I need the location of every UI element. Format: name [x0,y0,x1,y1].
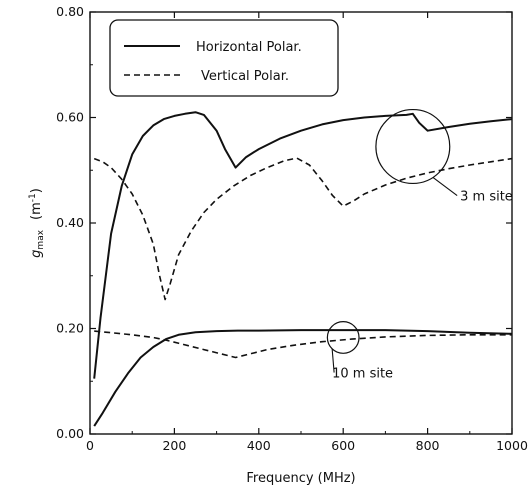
annotation-leader-10-m-site [331,348,335,373]
x-axis-ticks: 0 200 400 600 800 1000 [86,12,528,453]
x-axis-title: Frequency (MHz) [246,471,355,486]
y-axis-ticks: 0.00 0.20 0.40 0.60 0.80 [56,4,512,441]
series-layer [93,111,513,427]
x-tick-label: 400 [247,438,271,453]
x-tick-label: 600 [331,438,355,453]
y-axis-title-unit: (m [29,202,44,220]
x-tick-label: 800 [416,438,440,453]
y-tick-label: 0.60 [56,110,84,125]
annotation-label-10-m-site: 10 m site [332,367,393,382]
annotation-circle-3-m-site [375,108,451,185]
annotation-label-3-m-site: 3 m site [460,190,513,205]
y-axis-title: gmax (m-1) [28,188,46,258]
y-tick-label: 0.40 [56,215,84,230]
x-tick-label: 1000 [496,438,528,453]
series-line-3-m-site-horizontal [93,111,513,379]
y-tick-label: 0.80 [56,4,84,19]
x-tick-label: 200 [162,438,186,453]
y-axis-title-sub: max [36,229,46,249]
legend-label-horizontal: Horizontal Polar. [196,40,302,55]
x-tick-label: 0 [86,438,94,453]
series-line-10-m-site-vertical [94,330,512,359]
svg-text:gmax(m-1): gmax (m-1) [28,188,46,258]
legend: Horizontal Polar. Vertical Polar. [109,19,339,97]
y-axis-title-unit-exp: -1 [28,193,38,202]
legend-box [109,19,339,97]
legend-label-vertical: Vertical Polar. [201,69,289,84]
annotation-leader-3-m-site [432,177,458,196]
y-axis-title-unit-close: ) [29,188,44,193]
y-tick-label: 0.00 [56,426,84,441]
annotation-circle-10-m-site [326,321,360,354]
annotation-layer: 3 m site 10 m site [326,108,513,382]
series-line-10-m-site-horizontal [93,329,513,427]
y-axis-title-main: g [29,250,44,258]
series-line-3-m-site-vertical [93,157,513,301]
y-tick-label: 0.20 [56,321,84,336]
